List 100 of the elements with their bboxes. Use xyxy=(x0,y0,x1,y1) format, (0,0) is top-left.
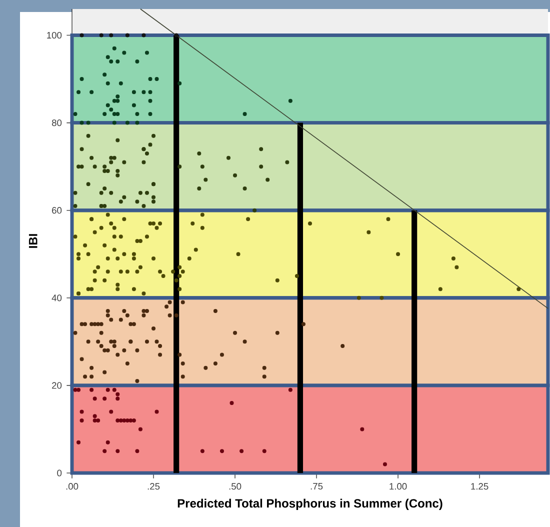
point xyxy=(252,208,257,212)
point xyxy=(135,112,140,116)
point xyxy=(73,112,78,116)
point xyxy=(76,164,81,169)
point xyxy=(135,200,140,204)
point xyxy=(144,50,149,55)
point xyxy=(116,168,120,173)
point xyxy=(80,147,84,152)
point xyxy=(73,204,78,208)
point xyxy=(148,112,152,116)
point xyxy=(200,449,204,454)
point xyxy=(125,418,130,422)
point xyxy=(106,440,110,444)
point xyxy=(152,200,156,204)
point xyxy=(116,392,120,396)
y-tick-label: 60 xyxy=(52,207,62,214)
point xyxy=(125,120,130,125)
point xyxy=(80,410,84,414)
point xyxy=(80,120,84,125)
point xyxy=(112,112,116,116)
point xyxy=(90,90,94,94)
point xyxy=(102,204,107,208)
point xyxy=(360,427,364,432)
point xyxy=(73,388,78,392)
point xyxy=(102,186,107,190)
point xyxy=(109,410,114,414)
x-tick-label: .00 xyxy=(66,483,78,490)
point xyxy=(262,449,266,454)
point xyxy=(92,396,97,401)
point xyxy=(135,60,140,64)
point xyxy=(73,190,78,195)
point xyxy=(259,147,264,152)
point xyxy=(135,120,140,125)
point xyxy=(178,81,182,86)
point xyxy=(116,449,120,454)
point xyxy=(99,190,104,195)
point xyxy=(197,186,202,190)
y-tick-label: 100 xyxy=(47,32,62,39)
y-axis-title: IBI xyxy=(28,234,38,248)
point xyxy=(109,60,114,64)
point xyxy=(152,195,156,200)
point xyxy=(116,418,120,422)
point xyxy=(112,156,116,160)
point xyxy=(106,103,110,108)
point xyxy=(204,178,208,182)
point xyxy=(80,164,84,169)
point xyxy=(112,46,116,50)
point xyxy=(109,160,114,164)
point xyxy=(106,55,110,60)
point xyxy=(240,449,244,454)
point xyxy=(242,112,247,116)
point xyxy=(288,98,292,103)
point xyxy=(197,151,202,156)
point xyxy=(96,418,100,422)
point xyxy=(122,195,126,200)
point xyxy=(230,400,234,405)
point xyxy=(142,33,146,38)
y-tick-label: 40 xyxy=(52,294,62,302)
x-tick-label: .75 xyxy=(310,483,323,490)
point xyxy=(138,190,142,195)
point xyxy=(106,81,110,86)
point xyxy=(109,33,114,38)
x-axis-title: Predicted Total Phosphorus in Summer (Conc) xyxy=(178,498,442,510)
point xyxy=(144,151,149,156)
point xyxy=(148,77,152,82)
point xyxy=(112,98,116,103)
point xyxy=(106,168,110,173)
y-tick-label: 0 xyxy=(57,470,62,476)
point xyxy=(174,33,178,38)
point xyxy=(106,388,110,392)
point xyxy=(102,72,107,77)
point xyxy=(90,388,94,392)
point xyxy=(86,120,90,125)
point xyxy=(382,462,387,466)
point xyxy=(116,94,120,99)
point xyxy=(226,156,230,160)
point xyxy=(76,440,81,444)
point xyxy=(259,164,264,169)
point xyxy=(125,33,130,38)
point xyxy=(90,156,94,160)
point xyxy=(116,98,120,103)
point xyxy=(200,164,204,169)
point xyxy=(76,90,81,94)
point xyxy=(80,33,84,38)
point xyxy=(116,396,120,401)
point xyxy=(122,160,126,164)
point xyxy=(109,108,114,112)
point xyxy=(142,204,146,208)
point xyxy=(99,33,104,38)
point xyxy=(116,60,120,64)
point xyxy=(109,190,114,195)
y-tick-label: 80 xyxy=(52,120,62,126)
point xyxy=(144,190,149,195)
point xyxy=(102,168,107,173)
x-tick-label: .25 xyxy=(148,483,160,490)
point xyxy=(102,449,107,454)
point xyxy=(76,388,81,392)
point xyxy=(132,103,136,108)
point xyxy=(116,112,120,116)
point xyxy=(92,414,97,418)
